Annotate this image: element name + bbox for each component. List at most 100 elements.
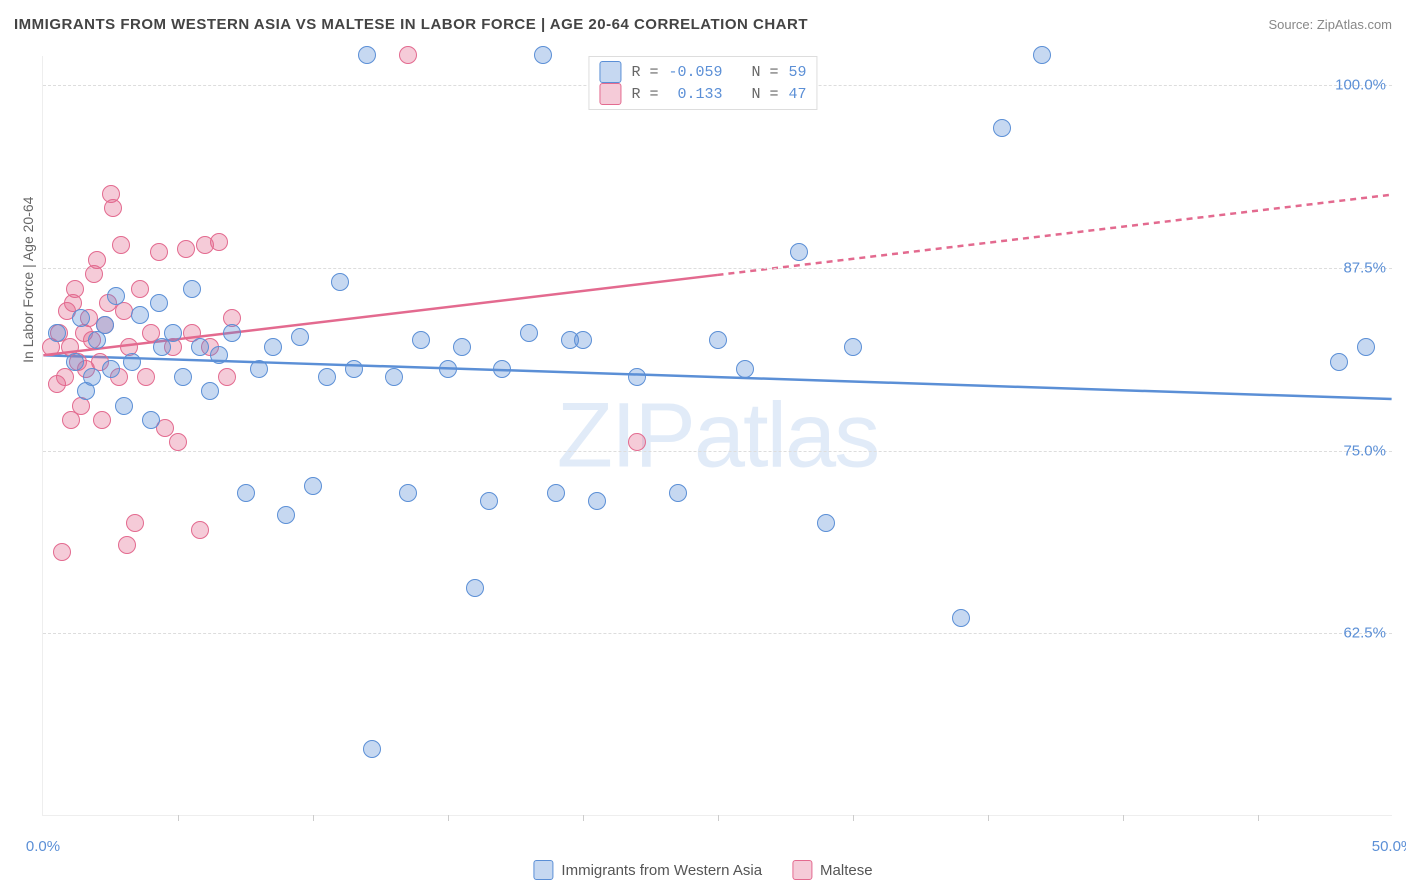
data-point bbox=[1357, 338, 1375, 356]
data-point bbox=[466, 579, 484, 597]
data-point bbox=[363, 740, 381, 758]
data-point bbox=[102, 360, 120, 378]
data-point bbox=[56, 368, 74, 386]
swatch-series-b bbox=[599, 83, 621, 105]
data-point bbox=[72, 309, 90, 327]
data-point bbox=[53, 543, 71, 561]
data-point bbox=[709, 331, 727, 349]
series-a-label: Immigrants from Western Asia bbox=[561, 862, 762, 879]
n-label: N = bbox=[752, 64, 779, 81]
data-point bbox=[218, 368, 236, 386]
data-point bbox=[547, 484, 565, 502]
data-point bbox=[844, 338, 862, 356]
data-point bbox=[588, 492, 606, 510]
data-point bbox=[399, 46, 417, 64]
data-point bbox=[66, 280, 84, 298]
y-tick-label: 100.0% bbox=[1335, 77, 1398, 94]
data-point bbox=[93, 411, 111, 429]
n-label: N = bbox=[752, 86, 779, 103]
x-minor-tick bbox=[988, 815, 989, 821]
data-point bbox=[439, 360, 457, 378]
data-point bbox=[520, 324, 538, 342]
trend-lines bbox=[43, 56, 1392, 815]
data-point bbox=[137, 368, 155, 386]
gridline-h bbox=[43, 268, 1392, 269]
data-point bbox=[48, 324, 66, 342]
swatch-series-a bbox=[599, 61, 621, 83]
data-point bbox=[183, 280, 201, 298]
data-point bbox=[385, 368, 403, 386]
series-legend: Immigrants from Western Asia Maltese bbox=[533, 860, 872, 880]
x-minor-tick bbox=[448, 815, 449, 821]
data-point bbox=[112, 236, 130, 254]
x-minor-tick bbox=[313, 815, 314, 821]
source-label: Source: ZipAtlas.com bbox=[1268, 17, 1392, 32]
data-point bbox=[574, 331, 592, 349]
data-point bbox=[345, 360, 363, 378]
data-point bbox=[131, 280, 149, 298]
data-point bbox=[790, 243, 808, 261]
y-tick-label: 87.5% bbox=[1343, 259, 1398, 276]
data-point bbox=[142, 411, 160, 429]
data-point bbox=[628, 368, 646, 386]
x-minor-tick bbox=[853, 815, 854, 821]
x-minor-tick bbox=[1258, 815, 1259, 821]
data-point bbox=[210, 346, 228, 364]
correlation-legend: R = -0.059 N = 59 R = 0.133 N = 47 bbox=[588, 56, 817, 110]
watermark: ZIPatlas bbox=[557, 383, 878, 488]
data-point bbox=[164, 324, 182, 342]
data-point bbox=[115, 397, 133, 415]
data-point bbox=[1330, 353, 1348, 371]
y-tick-label: 62.5% bbox=[1343, 625, 1398, 642]
data-point bbox=[304, 477, 322, 495]
data-point bbox=[62, 411, 80, 429]
data-point bbox=[150, 243, 168, 261]
data-point bbox=[174, 368, 192, 386]
data-point bbox=[480, 492, 498, 510]
x-minor-tick bbox=[718, 815, 719, 821]
chart-area: ZIPatlas 62.5%75.0%87.5%100.0%0.0%50.0% bbox=[42, 56, 1392, 816]
x-tick-label: 50.0% bbox=[1372, 838, 1406, 855]
data-point bbox=[250, 360, 268, 378]
data-point bbox=[104, 199, 122, 217]
series-b-label: Maltese bbox=[820, 862, 873, 879]
data-point bbox=[177, 240, 195, 258]
data-point bbox=[169, 433, 187, 451]
data-point bbox=[153, 338, 171, 356]
r-value-a: -0.059 bbox=[668, 64, 722, 81]
data-point bbox=[123, 353, 141, 371]
data-point bbox=[331, 273, 349, 291]
data-point bbox=[107, 287, 125, 305]
x-minor-tick bbox=[583, 815, 584, 821]
data-point bbox=[191, 338, 209, 356]
data-point bbox=[201, 382, 219, 400]
data-point bbox=[493, 360, 511, 378]
chart-title: IMMIGRANTS FROM WESTERN ASIA VS MALTESE … bbox=[14, 16, 808, 33]
gridline-h bbox=[43, 451, 1392, 452]
data-point bbox=[412, 331, 430, 349]
data-point bbox=[210, 233, 228, 251]
data-point bbox=[264, 338, 282, 356]
data-point bbox=[952, 609, 970, 627]
data-point bbox=[83, 368, 101, 386]
data-point bbox=[237, 484, 255, 502]
r-label: R = bbox=[631, 86, 658, 103]
data-point bbox=[191, 521, 209, 539]
n-value-b: 47 bbox=[789, 86, 807, 103]
x-minor-tick bbox=[1123, 815, 1124, 821]
data-point bbox=[358, 46, 376, 64]
data-point bbox=[993, 119, 1011, 137]
data-point bbox=[736, 360, 754, 378]
data-point bbox=[118, 536, 136, 554]
x-minor-tick bbox=[178, 815, 179, 821]
data-point bbox=[277, 506, 295, 524]
swatch-series-b bbox=[792, 860, 812, 880]
data-point bbox=[399, 484, 417, 502]
data-point bbox=[131, 306, 149, 324]
data-point bbox=[150, 294, 168, 312]
data-point bbox=[669, 484, 687, 502]
data-point bbox=[223, 324, 241, 342]
data-point bbox=[126, 514, 144, 532]
y-tick-label: 75.0% bbox=[1343, 442, 1398, 459]
data-point bbox=[1033, 46, 1051, 64]
